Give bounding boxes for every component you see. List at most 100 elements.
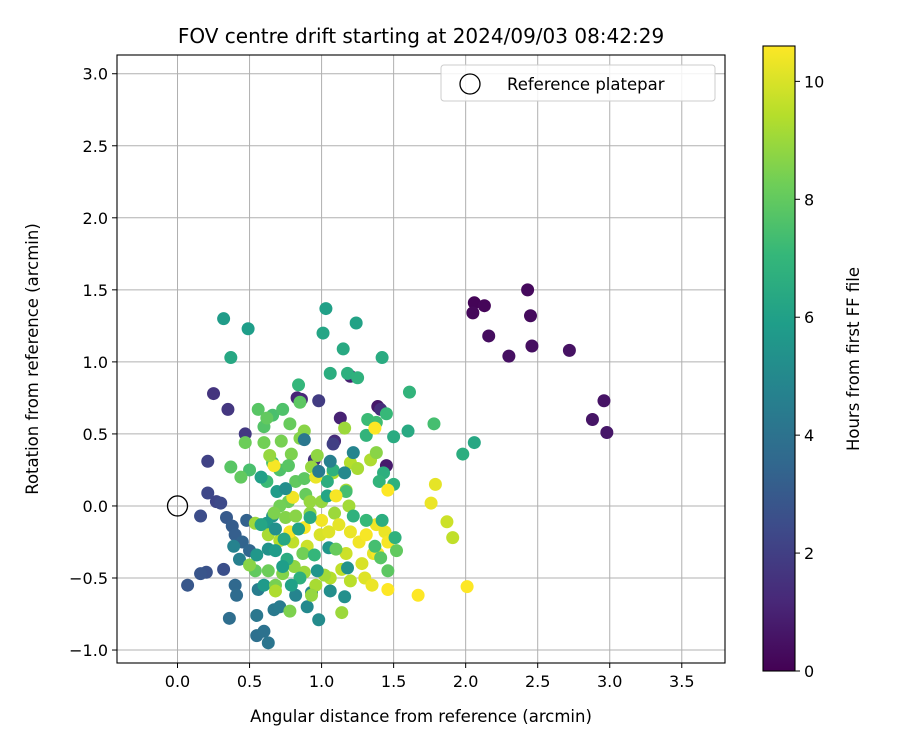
data-point	[276, 402, 290, 416]
data-point	[300, 600, 314, 614]
x-tick-label: 3.5	[669, 672, 694, 691]
data-point	[482, 329, 496, 343]
data-point	[525, 339, 539, 353]
data-point	[217, 562, 231, 576]
colorbar-frame	[762, 45, 796, 672]
colorbar-tick-label: 0	[804, 662, 814, 681]
legend-box	[440, 64, 716, 102]
data-point	[283, 604, 297, 618]
data-point	[446, 531, 460, 545]
data-point	[329, 489, 343, 503]
colorbar-tick-label: 2	[804, 544, 814, 563]
data-point	[440, 515, 454, 529]
data-point	[346, 446, 360, 460]
data-point	[390, 544, 404, 558]
data-point	[351, 461, 365, 475]
data-point	[323, 366, 337, 380]
data-point	[460, 580, 474, 594]
data-point	[381, 483, 395, 497]
data-point	[312, 464, 326, 478]
data-point	[333, 411, 347, 425]
x-axis-label: Angular distance from reference (arcmin)	[250, 707, 592, 726]
data-point	[467, 296, 481, 310]
data-point	[257, 436, 271, 450]
data-point	[359, 528, 373, 542]
data-point	[201, 454, 215, 468]
colorbar-tick-label: 10	[804, 72, 824, 91]
data-point	[332, 518, 346, 532]
plot-area	[116, 54, 726, 664]
data-point	[343, 525, 357, 539]
x-axis-ticks: 0.0 0.5 1.0 1.5 2.0 2.5 3.0 3.5	[165, 663, 695, 691]
y-tick-label: 0.0	[83, 497, 108, 516]
data-point	[319, 302, 333, 316]
data-point	[323, 584, 337, 598]
data-point	[521, 283, 535, 297]
y-axis-label: Rotation from reference (arcmin)	[23, 223, 42, 495]
data-point	[268, 544, 282, 558]
x-tick-label: 0.5	[237, 672, 262, 691]
data-point	[194, 509, 208, 523]
legend-reference-label: Reference platepar	[507, 75, 665, 94]
data-point	[221, 402, 235, 416]
data-point	[339, 485, 353, 499]
data-point	[257, 624, 271, 638]
data-point	[224, 351, 238, 365]
data-point	[375, 513, 389, 527]
data-point	[312, 394, 326, 408]
data-point	[312, 613, 326, 627]
data-point	[401, 424, 415, 438]
data-point	[316, 326, 330, 340]
colorbar: 0 2 4 6 8 10 Hours from first FF file	[762, 45, 863, 681]
data-point	[297, 472, 311, 486]
data-point	[296, 547, 310, 561]
x-tick-label: 3.0	[597, 672, 622, 691]
colorbar-gradient	[763, 46, 795, 671]
data-point	[284, 447, 298, 461]
data-point	[217, 312, 231, 326]
plot-background	[117, 55, 725, 663]
data-point	[585, 413, 599, 427]
colorbar-label: Hours from first FF file	[844, 267, 863, 451]
data-point	[315, 513, 329, 527]
data-point	[428, 477, 442, 491]
data-point	[303, 495, 317, 509]
data-point	[309, 578, 323, 592]
data-point	[234, 470, 248, 484]
data-point	[241, 322, 255, 336]
data-point	[381, 564, 395, 578]
y-tick-label: −0.5	[69, 569, 108, 588]
data-point	[368, 539, 382, 553]
reference-marker	[166, 495, 189, 517]
data-point	[224, 460, 238, 474]
data-point	[372, 474, 386, 488]
data-point	[336, 342, 350, 356]
data-point	[254, 470, 268, 484]
data-point	[320, 474, 334, 488]
data-point	[243, 558, 257, 572]
data-point	[283, 417, 297, 431]
data-point	[243, 463, 257, 477]
data-point	[281, 459, 295, 473]
data-point	[341, 366, 355, 380]
data-point	[277, 532, 291, 546]
data-point	[369, 446, 383, 460]
y-tick-label: 3.0	[83, 65, 108, 84]
data-point	[292, 378, 306, 392]
data-point	[379, 407, 393, 421]
data-point	[201, 486, 215, 500]
data-point	[329, 542, 343, 556]
data-point	[305, 588, 319, 602]
data-point	[359, 428, 373, 442]
data-point	[339, 547, 353, 561]
x-tick-label: 2.5	[525, 672, 550, 691]
data-point	[268, 584, 282, 598]
data-point	[365, 578, 379, 592]
data-point	[222, 611, 236, 625]
data-point	[387, 430, 401, 444]
data-point	[346, 509, 360, 523]
data-point	[349, 316, 363, 330]
data-point	[323, 454, 337, 468]
x-tick-label: 1.0	[309, 672, 334, 691]
